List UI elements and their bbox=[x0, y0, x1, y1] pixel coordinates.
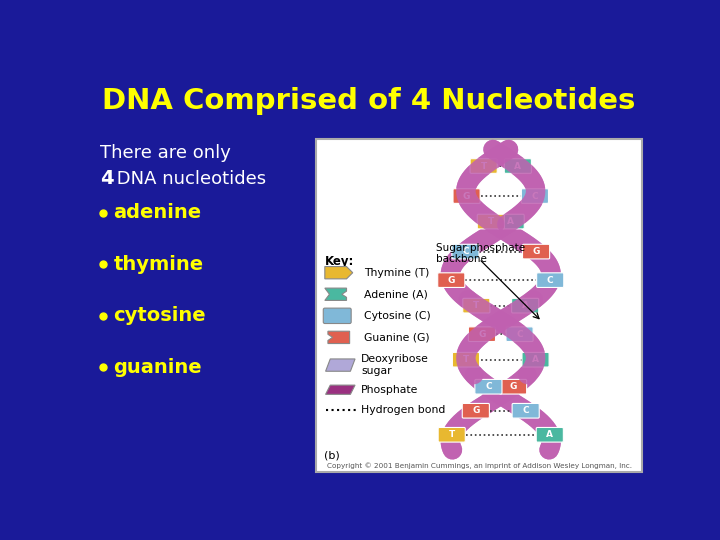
Text: Copyright © 2001 Benjamin Cummings, an imprint of Addison Wesley Longman, Inc.: Copyright © 2001 Benjamin Cummings, an i… bbox=[327, 463, 631, 469]
FancyBboxPatch shape bbox=[497, 214, 524, 229]
Text: A: A bbox=[532, 355, 539, 364]
Text: T: T bbox=[480, 161, 487, 171]
Text: G: G bbox=[463, 192, 470, 200]
Text: DNA nucleotides: DNA nucleotides bbox=[111, 170, 266, 188]
Text: T: T bbox=[487, 217, 494, 226]
FancyBboxPatch shape bbox=[323, 308, 351, 323]
FancyBboxPatch shape bbox=[452, 353, 480, 367]
Polygon shape bbox=[325, 385, 355, 394]
FancyBboxPatch shape bbox=[438, 273, 465, 287]
FancyBboxPatch shape bbox=[452, 244, 479, 259]
Text: A: A bbox=[507, 217, 514, 226]
FancyBboxPatch shape bbox=[469, 327, 495, 341]
Text: Cytosine (C): Cytosine (C) bbox=[364, 311, 431, 321]
FancyBboxPatch shape bbox=[536, 428, 563, 442]
Text: C: C bbox=[516, 330, 523, 339]
Text: 4: 4 bbox=[100, 169, 114, 188]
Text: Phosphate: Phosphate bbox=[361, 384, 418, 395]
FancyBboxPatch shape bbox=[512, 403, 539, 418]
Text: T: T bbox=[463, 355, 469, 364]
FancyBboxPatch shape bbox=[504, 159, 531, 173]
Bar bbox=[316, 139, 642, 472]
Text: Sugar phosphate
backbone: Sugar phosphate backbone bbox=[436, 242, 526, 264]
Text: adenine: adenine bbox=[113, 203, 202, 222]
Text: C: C bbox=[531, 192, 539, 200]
FancyBboxPatch shape bbox=[536, 273, 564, 287]
Text: C: C bbox=[547, 275, 554, 285]
Text: DNA Comprised of 4 Nucleotides: DNA Comprised of 4 Nucleotides bbox=[102, 87, 636, 115]
Text: guanine: guanine bbox=[113, 358, 202, 377]
FancyBboxPatch shape bbox=[438, 428, 465, 442]
FancyBboxPatch shape bbox=[521, 189, 549, 204]
FancyBboxPatch shape bbox=[463, 298, 490, 313]
Text: T: T bbox=[473, 301, 480, 310]
Text: Key:: Key: bbox=[325, 255, 354, 268]
Text: G: G bbox=[509, 382, 517, 392]
Text: G: G bbox=[532, 247, 540, 256]
FancyBboxPatch shape bbox=[453, 189, 480, 204]
Text: C: C bbox=[523, 406, 529, 415]
Text: G: G bbox=[472, 406, 480, 415]
Polygon shape bbox=[325, 267, 353, 279]
Text: Guanine (G): Guanine (G) bbox=[364, 333, 429, 342]
FancyBboxPatch shape bbox=[462, 403, 490, 418]
Text: Hydrogen bond: Hydrogen bond bbox=[361, 405, 446, 415]
Text: Adenine (A): Adenine (A) bbox=[364, 289, 428, 299]
FancyBboxPatch shape bbox=[523, 244, 549, 259]
FancyBboxPatch shape bbox=[470, 159, 498, 173]
FancyBboxPatch shape bbox=[500, 380, 526, 394]
Text: G: G bbox=[448, 275, 455, 285]
Text: A: A bbox=[546, 430, 553, 439]
Text: cytosine: cytosine bbox=[113, 306, 206, 325]
Text: C: C bbox=[485, 382, 492, 392]
FancyBboxPatch shape bbox=[477, 214, 505, 229]
Text: C: C bbox=[462, 247, 469, 256]
Polygon shape bbox=[325, 288, 346, 300]
Text: A: A bbox=[514, 161, 521, 171]
FancyBboxPatch shape bbox=[522, 353, 549, 367]
Polygon shape bbox=[328, 331, 350, 343]
Text: Deoxyribose
sugar: Deoxyribose sugar bbox=[361, 354, 429, 376]
Text: T: T bbox=[449, 430, 455, 439]
FancyBboxPatch shape bbox=[506, 327, 533, 341]
Text: A: A bbox=[522, 301, 528, 310]
Text: thymine: thymine bbox=[113, 255, 203, 274]
Text: G: G bbox=[478, 330, 486, 339]
FancyBboxPatch shape bbox=[475, 380, 502, 394]
FancyBboxPatch shape bbox=[512, 298, 539, 313]
Text: Thymine (T): Thymine (T) bbox=[364, 268, 429, 278]
Text: (b): (b) bbox=[324, 450, 340, 460]
Text: There are only: There are only bbox=[100, 144, 231, 163]
Polygon shape bbox=[325, 359, 355, 372]
